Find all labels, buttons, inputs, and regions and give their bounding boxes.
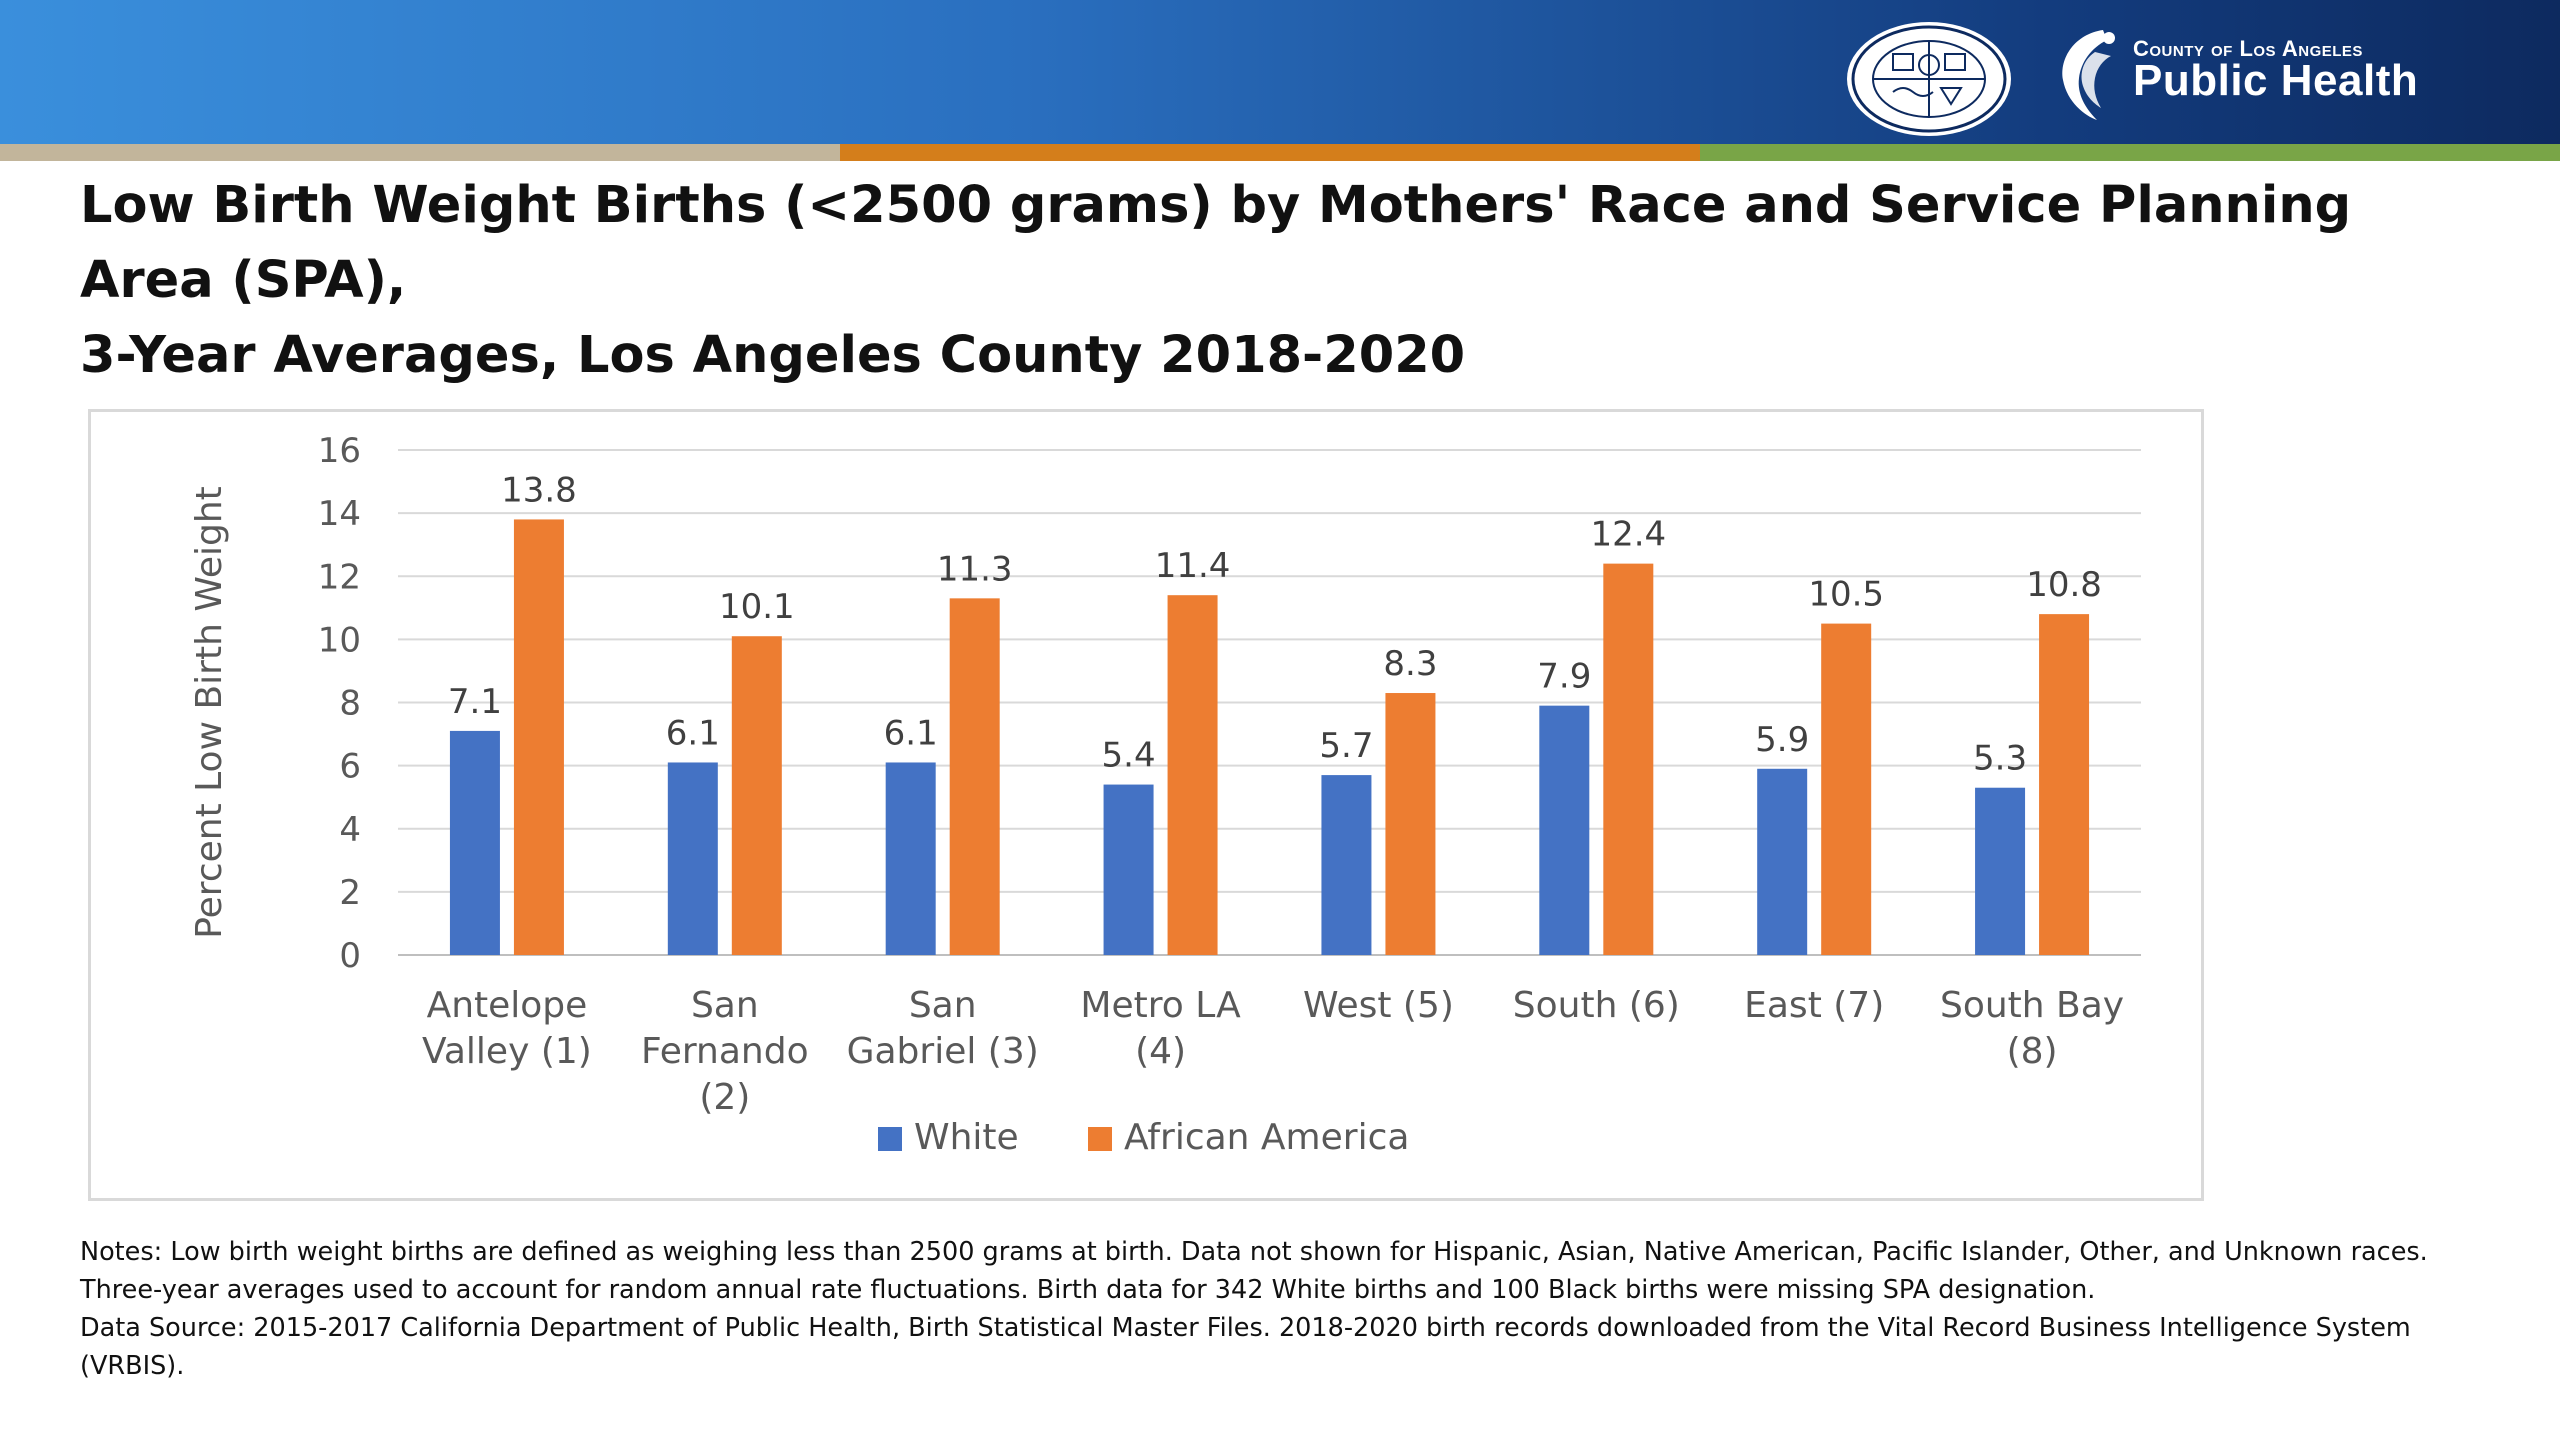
footnotes: Notes: Low birth weight births are defin… xyxy=(80,1233,2500,1385)
page-title: Low Birth Weight Births (<2500 grams) by… xyxy=(80,168,2500,393)
x-category-label: South Bay xyxy=(1940,985,2124,1026)
bar-white xyxy=(1975,787,2026,955)
accent-stripe-right xyxy=(1700,144,2560,161)
data-label: 6.1 xyxy=(666,713,720,753)
x-category-label: Antelope xyxy=(427,985,588,1026)
data-label: 5.3 xyxy=(1973,739,2027,779)
data-label: 5.7 xyxy=(1319,726,1373,766)
county-seal-icon xyxy=(1847,22,2011,136)
data-label: 7.9 xyxy=(1537,657,1591,697)
x-category-label: San xyxy=(909,985,977,1026)
chart-frame: 0 2 4 6 8 10 12 14 16 Percent Low Birth Weight 7.1… xyxy=(88,409,2204,1201)
page-title-line-1: Low Birth Weight Births (<2500 grams) by… xyxy=(80,176,2352,310)
x-category-label: South (6) xyxy=(1513,985,1680,1026)
bar-white xyxy=(667,762,718,955)
y-axis-title: Percent Low Birth Weight xyxy=(189,486,230,939)
y-tick-label: 14 xyxy=(318,494,361,534)
data-label: 12.4 xyxy=(1590,515,1666,555)
header-banner: County of Los Angeles Public Health xyxy=(0,0,2560,144)
data-label: 11.4 xyxy=(1155,546,1231,586)
y-tick-label: 6 xyxy=(339,747,361,787)
x-category-label: Gabriel (3) xyxy=(847,1031,1039,1072)
logo-county-text: County of Los Angeles xyxy=(2133,36,2363,61)
data-label: 13.8 xyxy=(501,470,577,510)
y-tick-label: 16 xyxy=(318,431,361,471)
bar-african-america xyxy=(1385,693,1436,955)
x-category-label: (4) xyxy=(1135,1031,1186,1072)
data-label: 5.9 xyxy=(1755,720,1809,760)
y-tick-label: 12 xyxy=(318,557,361,597)
bar-african-america xyxy=(949,598,1000,955)
bar-african-america xyxy=(2039,614,2090,955)
data-label: 10.8 xyxy=(2026,565,2102,605)
accent-stripe-left xyxy=(0,144,840,161)
bar-white xyxy=(1539,705,1590,955)
y-tick-label: 10 xyxy=(318,620,361,660)
y-tick-label: 0 xyxy=(339,936,361,976)
public-health-logo: County of Los Angeles Public Health xyxy=(2045,24,2445,124)
data-label: 6.1 xyxy=(884,713,938,753)
bar-african-america xyxy=(513,519,564,955)
bar-white xyxy=(449,730,500,955)
bar-white xyxy=(885,762,936,955)
x-category-label: West (5) xyxy=(1303,985,1454,1026)
x-category-label: San xyxy=(691,985,759,1026)
bar-white xyxy=(1321,775,1372,955)
bar-white xyxy=(1103,784,1154,955)
notes-line-2: Three-year averages used to account for … xyxy=(80,1275,2096,1305)
page-title-line-2: 3-Year Averages, Los Angeles County 2018… xyxy=(80,326,1466,385)
data-label: 5.4 xyxy=(1102,736,1156,776)
notes-line-1: Notes: Low birth weight births are defin… xyxy=(80,1237,2428,1267)
x-category-label: (2) xyxy=(699,1077,750,1118)
data-label: 7.1 xyxy=(448,682,502,722)
legend-label-white: White xyxy=(914,1117,1019,1158)
x-category-label: Valley (1) xyxy=(422,1031,592,1072)
y-tick-label: 4 xyxy=(339,810,361,850)
y-tick-label: 8 xyxy=(339,684,361,724)
data-label: 10.1 xyxy=(719,587,795,627)
x-category-label: Fernando xyxy=(641,1031,809,1072)
public-health-emblem-icon xyxy=(2062,30,2115,120)
bar-african-america xyxy=(1821,623,1872,955)
data-label: 10.5 xyxy=(1808,575,1884,615)
x-category-label: (8) xyxy=(2007,1031,2058,1072)
bar-white xyxy=(1757,768,1808,955)
notes-line-3: Data Source: 2015-2017 California Depart… xyxy=(80,1313,2411,1381)
bar-african-america xyxy=(731,636,782,955)
bar-african-america xyxy=(1167,595,1218,955)
bar-african-america xyxy=(1603,563,1654,955)
logo-public-health-text: Public Health xyxy=(2133,56,2419,105)
legend-swatch-african-america xyxy=(1088,1127,1112,1151)
data-label: 8.3 xyxy=(1383,644,1437,684)
legend-label-african-america: African America xyxy=(1124,1117,1409,1158)
x-category-label: East (7) xyxy=(1744,985,1884,1026)
y-tick-label: 2 xyxy=(339,873,361,913)
accent-stripe-middle xyxy=(840,144,1700,161)
x-category-label: Metro LA xyxy=(1080,985,1241,1026)
legend-swatch-white xyxy=(878,1127,902,1151)
data-label: 11.3 xyxy=(937,549,1013,589)
bar-chart: 0 2 4 6 8 10 12 14 16 Percent Low Birth Weight 7.1… xyxy=(189,431,2141,1158)
